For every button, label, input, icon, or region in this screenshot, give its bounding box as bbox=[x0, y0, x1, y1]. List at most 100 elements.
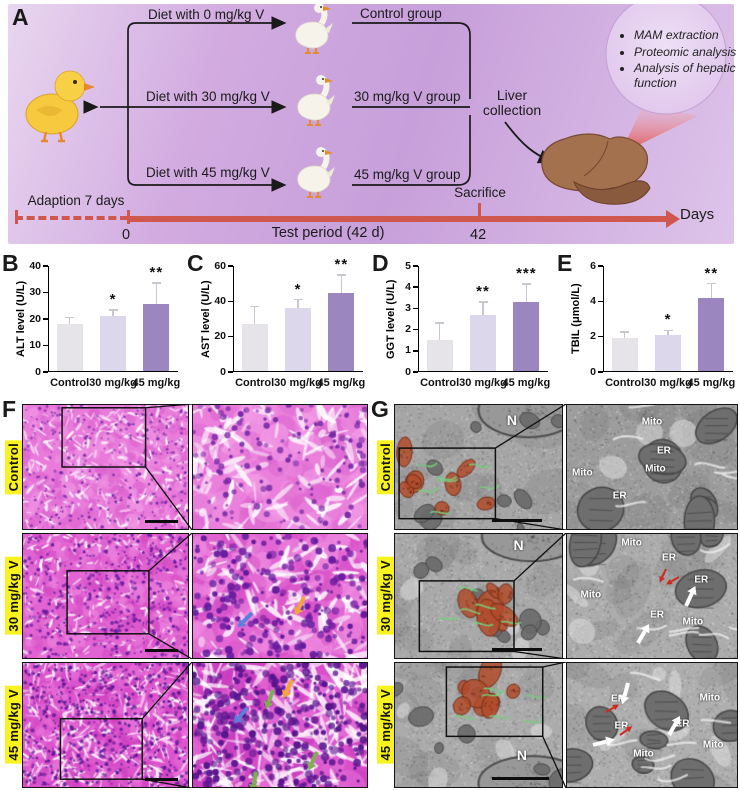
em-45mgkg-overview: N bbox=[394, 662, 563, 788]
y-axis-title: AST level (U/L) bbox=[200, 280, 212, 358]
chart-ggt-level: D GGT level (U/L) 0 1 2 3 4 5 Control ** 30 mg/kg *… bbox=[372, 250, 555, 398]
annotation-er: ER bbox=[650, 609, 665, 621]
y-tick bbox=[598, 300, 603, 303]
chart-alt-level: B ALT level (U/L) 0 10 20 30 40 Control * 30 mg/k… bbox=[2, 250, 185, 398]
y-tick-label: 40 bbox=[214, 294, 226, 307]
em-canvas bbox=[567, 534, 737, 658]
panel-label-C: C bbox=[187, 250, 204, 276]
y-tick bbox=[598, 371, 603, 373]
annotation-n: N bbox=[516, 746, 527, 763]
error-bar bbox=[710, 283, 713, 298]
magnifier-circle bbox=[605, 4, 727, 115]
y-tick bbox=[228, 371, 233, 373]
y-tick-label: 60 bbox=[214, 259, 226, 272]
adaption-dashed-line bbox=[15, 216, 128, 220]
x-tick-label: Control bbox=[50, 377, 90, 389]
panel-label-D: D bbox=[372, 250, 389, 276]
x-tick-label: 45 mg/kg bbox=[317, 377, 366, 389]
em-control-zoom: Mito ER Mito Mito ER bbox=[566, 404, 738, 530]
sacrifice-label: Sacrifice bbox=[454, 185, 506, 200]
f-group-label-45: 45 mg/kg V bbox=[4, 686, 22, 764]
f-group-label-control: Control bbox=[4, 439, 22, 495]
error-bar bbox=[438, 323, 441, 341]
days-axis-label: Days bbox=[680, 206, 715, 223]
bullet-hepatic-function: Analysis of hepatic function bbox=[634, 61, 740, 90]
y-tick bbox=[228, 265, 233, 267]
y-tick bbox=[598, 265, 603, 267]
histology-canvas bbox=[23, 534, 188, 658]
y-tick-label: 10 bbox=[29, 339, 41, 351]
panel-label-a: A bbox=[12, 4, 29, 30]
y-tick-label: 5 bbox=[405, 259, 411, 272]
g-group-label-control: Control bbox=[376, 439, 394, 495]
histology-30mgkg-overview bbox=[22, 533, 189, 659]
y-tick bbox=[43, 265, 48, 267]
annotation-mito: Mito bbox=[641, 416, 663, 428]
goose-45mgkg-icon bbox=[298, 147, 335, 197]
scale-bar bbox=[145, 520, 179, 523]
annotation-er: ER bbox=[612, 490, 627, 502]
liver-illustration bbox=[541, 133, 651, 205]
annotation-er: ER bbox=[675, 718, 690, 730]
bullet-mam-extraction: MAM extraction bbox=[634, 28, 740, 43]
bar-30-mg/kg bbox=[655, 334, 681, 371]
y-tick-label: 30 bbox=[29, 286, 41, 298]
timeline-arrowhead bbox=[666, 210, 680, 228]
annotation-er: ER bbox=[694, 574, 709, 586]
significance-label: ** bbox=[704, 264, 719, 282]
adaption-label: Adaption 7 days bbox=[27, 193, 125, 208]
plot-area bbox=[48, 266, 178, 372]
panel-a-experimental-design: A Diet with 0 mg/kg V Diet with 30 mg/kg… bbox=[8, 4, 736, 244]
y-tick-label: 0 bbox=[220, 365, 226, 378]
x-tick-label: 30 mg/kg bbox=[274, 377, 322, 389]
panel-a-artwork bbox=[25, 4, 727, 205]
y-tick-label: 1 bbox=[405, 344, 411, 357]
y-tick bbox=[413, 371, 418, 373]
em-30mgkg-overview: N bbox=[394, 533, 563, 659]
error-bar-cap bbox=[65, 316, 75, 319]
x-tick-label: Control bbox=[235, 377, 275, 389]
y-tick bbox=[413, 350, 418, 352]
x-tick-label: Control bbox=[420, 377, 460, 389]
em-canvas bbox=[395, 663, 562, 787]
y-tick-label: 6 bbox=[590, 259, 596, 272]
annotation-mito: Mito bbox=[702, 739, 724, 751]
annotation-n: N bbox=[513, 537, 524, 554]
g-group-label-30: 30 mg/kg V bbox=[376, 557, 394, 635]
analysis-bullet-list: MAM extraction Proteomic analysis Analys… bbox=[620, 28, 740, 93]
x-tick-label: 30 mg/kg bbox=[459, 377, 507, 389]
bullet-proteomic-analysis: Proteomic analysis bbox=[634, 45, 740, 60]
error-bar bbox=[112, 309, 114, 317]
y-tick-label: 0 bbox=[35, 365, 41, 378]
plot-area bbox=[603, 266, 733, 372]
magnifier-beam bbox=[620, 104, 698, 154]
test-period-bar bbox=[128, 216, 668, 222]
y-tick bbox=[43, 318, 48, 320]
annotation-er: ER bbox=[656, 445, 671, 457]
em-control-overview: N bbox=[394, 404, 563, 530]
g-group-label-45: 45 mg/kg V bbox=[376, 686, 394, 764]
bar-control bbox=[241, 324, 268, 371]
x-tick-label: Control bbox=[605, 377, 645, 389]
error-bar bbox=[623, 332, 626, 339]
bar-control bbox=[426, 340, 453, 371]
y-tick-label: 2 bbox=[590, 330, 596, 343]
significance-label: * bbox=[294, 280, 302, 298]
em-45mgkg-zoom: ER Mito ER ER Mito Mito bbox=[566, 662, 738, 788]
group-label-45: 45 mg/kg V group bbox=[354, 167, 461, 182]
x-tick-label: 30 mg/kg bbox=[644, 377, 692, 389]
error-bar-cap bbox=[151, 282, 161, 285]
y-tick-label: 20 bbox=[214, 330, 226, 343]
diet-label-45: Diet with 45 mg/kg V bbox=[146, 165, 270, 180]
group-converge-bracket bbox=[352, 22, 471, 186]
liver-collection-label: Liver collection bbox=[482, 87, 542, 118]
em-canvas bbox=[395, 534, 562, 658]
error-bar-cap bbox=[521, 283, 531, 285]
panel-label-B: B bbox=[2, 250, 19, 276]
group-label-30: 30 mg/kg V group bbox=[354, 89, 461, 104]
y-tick bbox=[43, 371, 48, 373]
histology-canvas bbox=[193, 663, 367, 787]
group-label-control: Control group bbox=[360, 6, 442, 21]
histology-canvas bbox=[193, 405, 367, 529]
